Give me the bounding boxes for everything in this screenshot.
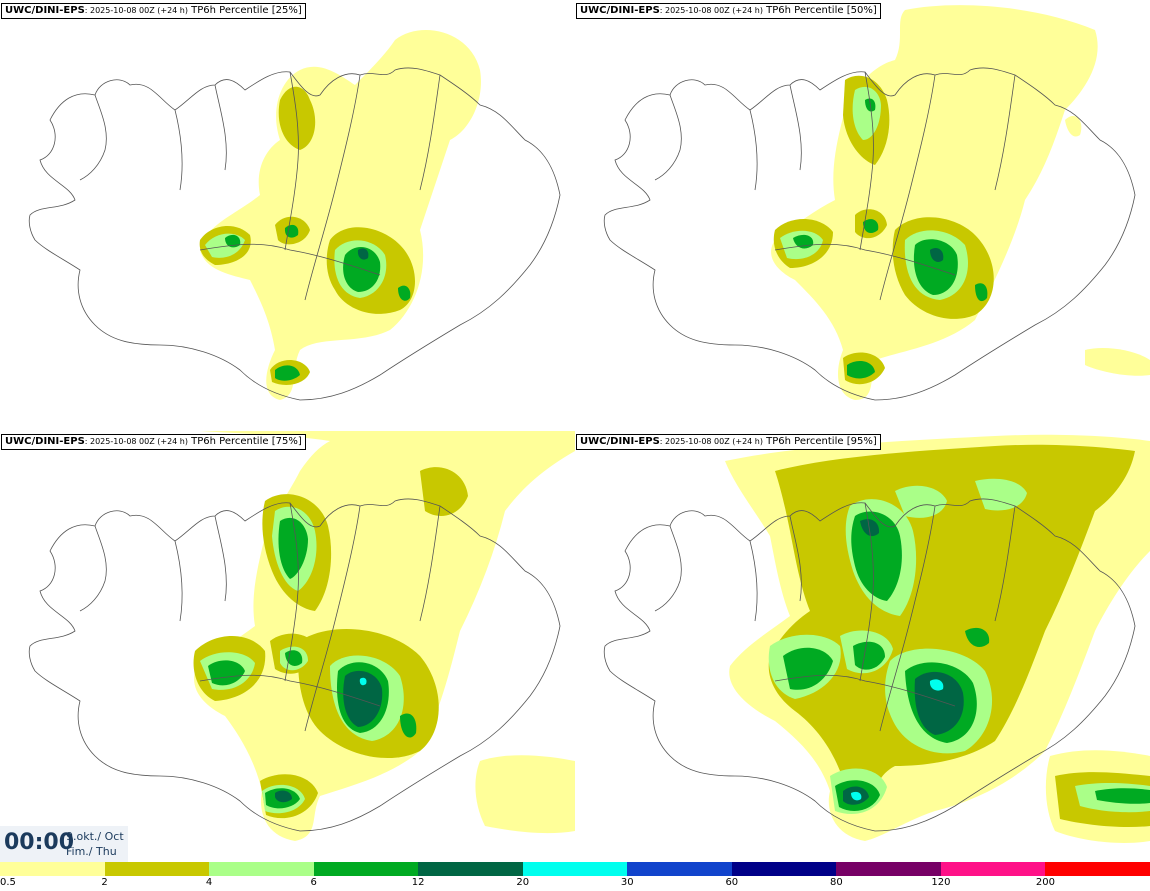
legend-label: 6 — [310, 877, 317, 888]
precip-map-p75 — [28, 431, 575, 841]
legend-label: 4 — [205, 877, 213, 888]
panel-product: TP6h Percentile [50%] — [762, 5, 877, 16]
legend-label: 200 — [1035, 877, 1055, 888]
valid-time-box: 00:00 9.okt./ Oct Fim./ Thu — [0, 826, 128, 862]
valid-date-line2: Fim./ Thu — [66, 845, 117, 858]
precip-fields — [199, 30, 481, 400]
panel-source: UWC/DINI-EPS — [5, 436, 85, 447]
legend-label: 80 — [829, 877, 843, 888]
panel-run-info: : 2025-10-08 00Z (+24 h) — [659, 437, 763, 446]
legend-swatch — [104, 862, 210, 876]
legend-swatch — [731, 862, 837, 876]
precip-map-p50 — [603, 5, 1150, 401]
panel-run-info: : 2025-10-08 00Z (+24 h) — [659, 6, 763, 15]
iceland-coastline — [603, 498, 1136, 832]
panel-product: TP6h Percentile [75%] — [187, 436, 302, 447]
panel-title: UWC/DINI-EPS: 2025-10-08 00Z (+24 h) TP6… — [576, 434, 881, 450]
map-panel-p75: UWC/DINI-EPS: 2025-10-08 00Z (+24 h) TP6… — [0, 431, 575, 862]
precip-fields — [193, 431, 575, 841]
precip-map-p95 — [603, 434, 1150, 843]
panel-title: UWC/DINI-EPS: 2025-10-08 00Z (+24 h) TP6… — [1, 434, 306, 450]
panel-run-info: : 2025-10-08 00Z (+24 h) — [84, 6, 188, 15]
precip-fields — [771, 5, 1150, 401]
legend-swatch — [836, 862, 942, 876]
legend-label: 2 — [101, 877, 108, 888]
legend-label: 120 — [931, 877, 951, 888]
panel-title: UWC/DINI-EPS: 2025-10-08 00Z (+24 h) TP6… — [576, 3, 881, 19]
iceland-coastline — [603, 67, 1136, 401]
valid-date-line1: 9.okt./ Oct — [66, 830, 124, 843]
map-panel-p50: UWC/DINI-EPS: 2025-10-08 00Z (+24 h) TP6… — [575, 0, 1150, 431]
legend-swatch — [627, 862, 733, 876]
map-panel-p25: UWC/DINI-EPS: 2025-10-08 00Z (+24 h) TP6… — [0, 0, 575, 431]
legend-label: 20 — [516, 877, 530, 888]
precip-map-p25 — [28, 30, 561, 401]
legend-swatch — [1045, 862, 1150, 876]
legend-swatch — [522, 862, 628, 876]
color-legend-labels: 0.5 2 4 6 12 20 30 60 80 120 200 — [0, 876, 1150, 891]
map-panel-p95: UWC/DINI-EPS: 2025-10-08 00Z (+24 h) TP6… — [575, 431, 1150, 862]
iceland-coastline — [28, 67, 561, 401]
iceland-coastline — [28, 498, 561, 832]
panel-source: UWC/DINI-EPS — [5, 5, 85, 16]
panel-product: TP6h Percentile [25%] — [187, 5, 302, 16]
legend-swatch — [313, 862, 419, 876]
legend-swatch — [209, 862, 315, 876]
panel-source: UWC/DINI-EPS — [580, 5, 660, 16]
legend-label: 60 — [725, 877, 739, 888]
legend-label: 12 — [411, 877, 425, 888]
panel-title: UWC/DINI-EPS: 2025-10-08 00Z (+24 h) TP6… — [1, 3, 306, 19]
legend-swatch — [940, 862, 1046, 876]
legend-swatch — [0, 862, 106, 876]
legend-label: 0.5 — [0, 877, 16, 888]
valid-time-clock: 00:00 — [4, 830, 75, 855]
panel-source: UWC/DINI-EPS — [580, 436, 660, 447]
legend-swatch — [418, 862, 524, 876]
legend-label: 30 — [620, 877, 634, 888]
panel-run-info: : 2025-10-08 00Z (+24 h) — [84, 437, 188, 446]
panel-product: TP6h Percentile [95%] — [762, 436, 877, 447]
color-legend-bar — [0, 862, 1150, 876]
precip-fields — [725, 434, 1150, 843]
